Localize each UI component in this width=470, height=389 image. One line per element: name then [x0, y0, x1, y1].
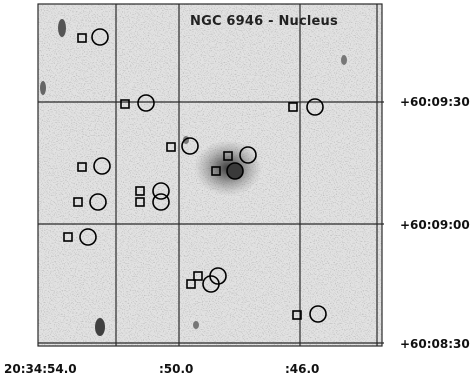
ra-tick-label: :46.0	[285, 362, 320, 376]
image-border	[37, 3, 383, 347]
circle-source-marker	[181, 137, 199, 155]
circle-source-marker	[152, 193, 170, 211]
ra-tick-label: :50.0	[159, 362, 194, 376]
image-title: NGC 6946 - Nucleus	[190, 14, 338, 29]
square-source-marker	[292, 310, 302, 320]
circle-source-marker	[93, 157, 111, 175]
dec-tick-label: +60:09:30	[400, 95, 470, 109]
source-spot	[95, 318, 105, 336]
coordinate-grid	[37, 3, 384, 347]
circle-source-marker	[226, 162, 244, 180]
circle-source-marker	[137, 94, 155, 112]
source-spot	[193, 321, 199, 329]
circle-source-marker	[89, 193, 107, 211]
circle-source-marker	[152, 182, 170, 200]
circle-source-marker	[306, 98, 324, 116]
square-source-marker	[77, 33, 87, 43]
circle-source-marker	[309, 305, 327, 323]
circle-source-marker	[202, 275, 220, 293]
circle-source-marker	[91, 28, 109, 46]
circle-source-marker	[239, 146, 257, 164]
source-markers	[63, 28, 327, 323]
ra-tick-label: 20:34:54.0	[4, 362, 77, 376]
nucleus-core	[227, 163, 243, 179]
square-source-marker	[223, 151, 233, 161]
square-source-marker	[120, 99, 130, 109]
square-source-marker	[135, 186, 145, 196]
square-source-marker	[288, 102, 298, 112]
dec-tick-label: +60:09:00	[400, 218, 470, 232]
circle-source-marker	[79, 228, 97, 246]
source-spot	[40, 81, 46, 95]
dec-tick-label: +60:08:30	[400, 337, 470, 351]
square-source-marker	[63, 232, 73, 242]
source-spot	[58, 19, 66, 37]
source-spot	[341, 55, 347, 65]
square-source-marker	[135, 197, 145, 207]
square-source-marker	[186, 279, 196, 289]
square-source-marker	[166, 142, 176, 152]
square-source-marker	[73, 197, 83, 207]
square-source-marker	[77, 162, 87, 172]
square-source-marker	[211, 166, 221, 176]
square-source-marker	[193, 271, 203, 281]
